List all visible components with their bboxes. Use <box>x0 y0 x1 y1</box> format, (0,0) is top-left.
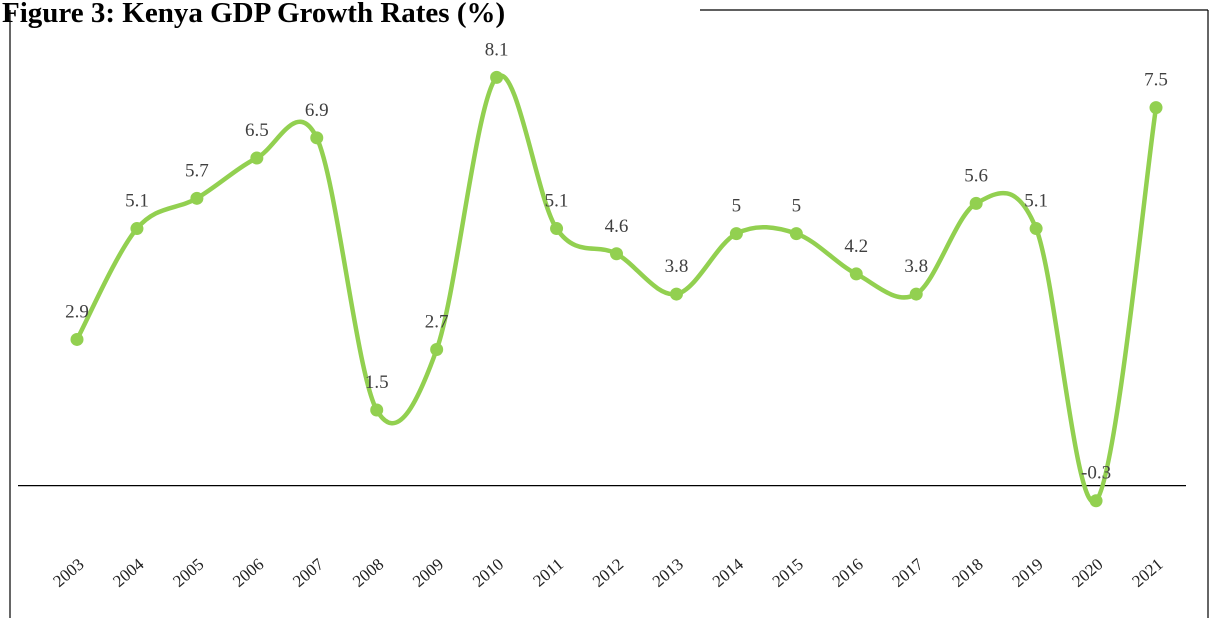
data-label: 5.6 <box>964 165 988 186</box>
x-tick-label: 2009 <box>409 555 447 591</box>
marker <box>1029 222 1043 236</box>
x-tick-label: 2012 <box>589 555 627 591</box>
x-tick-label: 2021 <box>1128 555 1166 591</box>
marker <box>909 287 923 301</box>
chart-title: Figure 3: Kenya GDP Growth Rates (%) <box>2 0 505 29</box>
data-label: -0.3 <box>1081 463 1111 484</box>
x-tick-label: 2018 <box>948 555 986 591</box>
line <box>74 73 1159 505</box>
x-tick-label: 2014 <box>709 554 748 591</box>
marker <box>310 131 324 145</box>
data-label: 2.9 <box>65 301 89 322</box>
x-tick-label: 2013 <box>649 555 687 591</box>
data-label: 2.7 <box>425 312 449 333</box>
marker <box>969 196 983 210</box>
x-tick-label: 2015 <box>769 555 807 591</box>
data-label: 5 <box>732 196 742 217</box>
marker <box>250 151 264 165</box>
marker <box>490 70 504 84</box>
data-label: 5 <box>792 196 802 217</box>
marker <box>729 227 743 241</box>
data-label: 3.8 <box>904 256 928 277</box>
x-tick-label: 2017 <box>889 554 928 591</box>
marker <box>789 227 803 241</box>
data-label: 5.1 <box>1024 191 1048 212</box>
data-label: 5.7 <box>185 160 209 181</box>
x-tick-label: 2005 <box>169 555 207 591</box>
x-tick-label: 2016 <box>829 555 867 591</box>
marker <box>430 343 444 357</box>
data-label: 6.9 <box>305 100 329 121</box>
marker <box>849 267 863 281</box>
marker <box>130 222 144 236</box>
x-tick-label: 2003 <box>49 555 87 591</box>
x-tick-label: 2010 <box>469 555 507 591</box>
data-label: 8.1 <box>485 39 509 60</box>
data-label: 4.2 <box>844 236 868 257</box>
marker <box>1149 101 1163 115</box>
data-label: 5.1 <box>545 191 569 212</box>
data-label: 1.5 <box>365 372 389 393</box>
marker <box>370 403 384 417</box>
x-tick-label: 2008 <box>349 555 387 591</box>
x-tick-label: 2004 <box>109 554 148 591</box>
x-tick-label: 2007 <box>289 554 328 591</box>
x-tick-label: 2019 <box>1008 555 1046 591</box>
data-label: 4.6 <box>605 216 629 237</box>
marker <box>1089 494 1103 508</box>
marker <box>550 222 564 236</box>
data-label: 7.5 <box>1144 70 1168 91</box>
x-tick-label: 2011 <box>529 555 567 591</box>
data-label: 3.8 <box>665 256 689 277</box>
x-tick-label: 2020 <box>1068 555 1106 591</box>
x-tick-label: 2006 <box>229 555 267 591</box>
marker <box>70 332 84 346</box>
data-label: 6.5 <box>245 120 269 141</box>
marker <box>610 247 623 261</box>
data-label: 5.1 <box>125 191 149 212</box>
marker <box>190 191 204 205</box>
marker <box>669 287 683 301</box>
